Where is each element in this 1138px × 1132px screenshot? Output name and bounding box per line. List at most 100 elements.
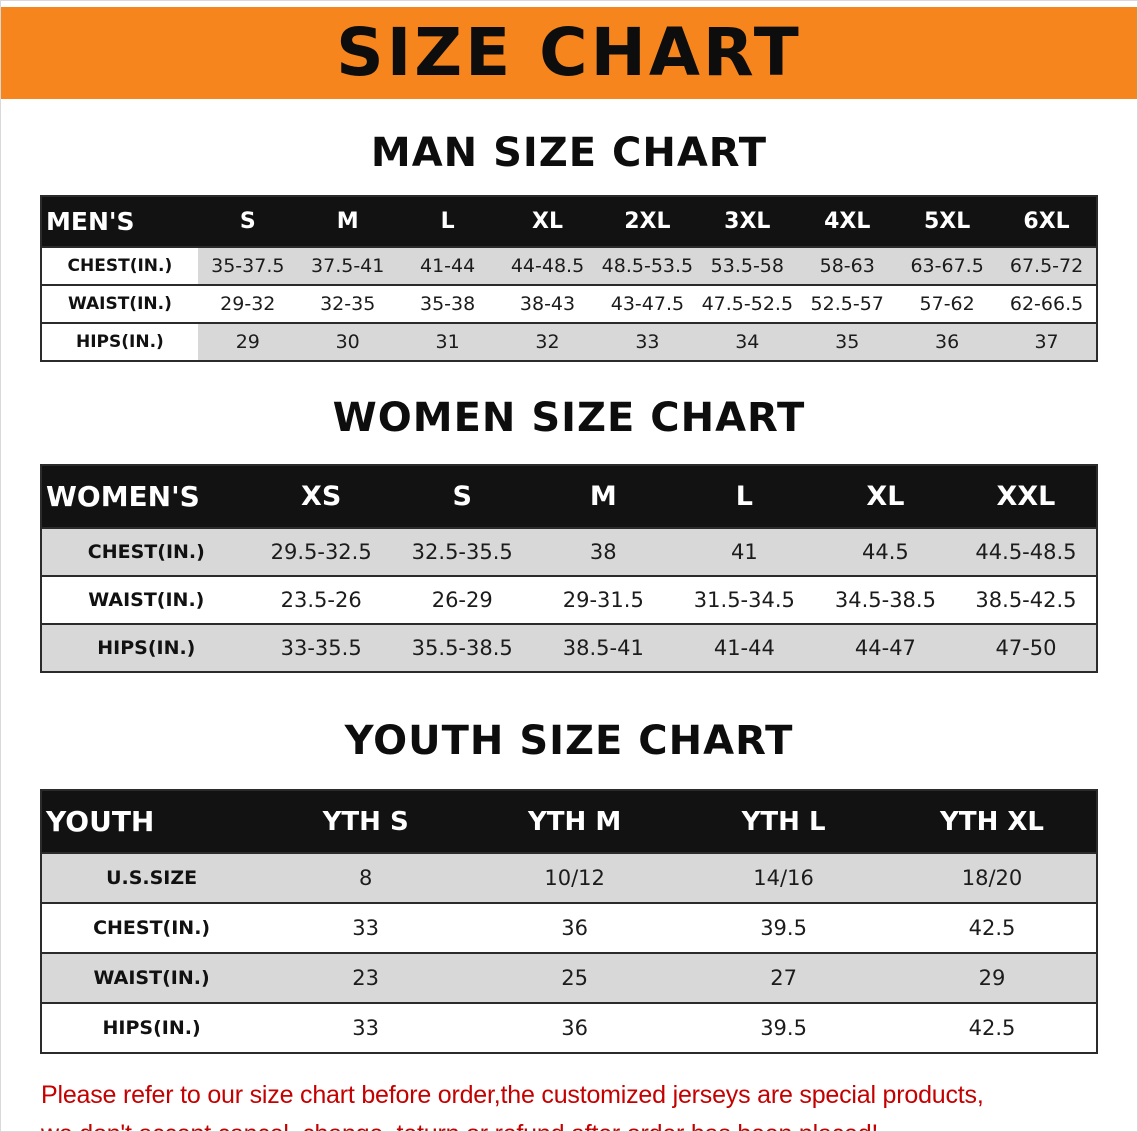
measurement-cell: 29-32 — [197, 284, 298, 323]
size-column-header: 2XL — [597, 196, 698, 247]
measurement-cell: 33-35.5 — [250, 623, 392, 672]
row-label-cell: HIPS(IN.) — [41, 623, 251, 672]
measurement-cell: 33 — [261, 902, 471, 953]
measurement-cell: 37.5-41 — [297, 246, 398, 285]
women-size-section: WOMEN SIZE CHART WOMEN'S XS S M L XL XXL CHEST(… — [1, 396, 1137, 673]
measurement-cell: 27 — [679, 952, 889, 1003]
table-row: CHEST(IN.) 29.5-32.5 32.5-35.5 38 41 44.5 44.5… — [41, 527, 1097, 576]
measurement-cell: 30 — [297, 322, 398, 361]
measurement-cell: 32 — [497, 322, 598, 361]
table-row: HIPS(IN.) 29 30 31 32 33 34 35 36 37 — [41, 322, 1097, 361]
measurement-cell: 39.5 — [679, 1002, 889, 1053]
row-label-cell: WAIST(IN.) — [41, 284, 198, 323]
size-column-header: YTH XL — [888, 790, 1097, 853]
size-column-header: S — [391, 465, 533, 528]
measurement-cell: 44-48.5 — [497, 246, 598, 285]
table-header-row: MEN'S S M L XL 2XL 3XL 4XL 5XL 6XL — [41, 196, 1097, 247]
size-column-header: 6XL — [997, 196, 1097, 247]
measurement-cell: 34.5-38.5 — [814, 575, 956, 624]
measurement-cell: 44.5-48.5 — [955, 527, 1097, 576]
measurement-cell: 67.5-72 — [997, 246, 1097, 285]
measurement-cell: 34 — [697, 322, 798, 361]
measurement-cell: 38 — [532, 527, 674, 576]
measurement-cell: 29-31.5 — [532, 575, 674, 624]
size-column-header: XS — [250, 465, 392, 528]
table-header-row: WOMEN'S XS S M L XL XXL — [41, 465, 1097, 528]
size-column-header: YTH M — [470, 790, 680, 853]
measurement-cell: 38.5-41 — [532, 623, 674, 672]
size-column-header: YTH S — [261, 790, 471, 853]
measurement-cell: 31 — [397, 322, 498, 361]
page-title: SIZE CHART — [336, 14, 802, 91]
size-column-header: 4XL — [797, 196, 898, 247]
table-row: WAIST(IN.) 29-32 32-35 35-38 38-43 43-47.5 47.… — [41, 284, 1097, 323]
measurement-cell: 23 — [261, 952, 471, 1003]
size-column-header: 5XL — [897, 196, 998, 247]
table-row: U.S.SIZE 8 10/12 14/16 18/20 — [41, 852, 1097, 903]
measurement-cell: 42.5 — [888, 902, 1097, 953]
table-row: WAIST(IN.) 23 25 27 29 — [41, 952, 1097, 1003]
table-row: HIPS(IN.) 33-35.5 35.5-38.5 38.5-41 41-44 44-… — [41, 623, 1097, 672]
measurement-cell: 29 — [197, 322, 298, 361]
measurement-cell: 33 — [261, 1002, 471, 1053]
table-row: CHEST(IN.) 33 36 39.5 42.5 — [41, 902, 1097, 953]
measurement-cell: 63-67.5 — [897, 246, 998, 285]
measurement-cell: 18/20 — [888, 852, 1097, 903]
measurement-cell: 57-62 — [897, 284, 998, 323]
measurement-cell: 32-35 — [297, 284, 398, 323]
row-label-cell: WAIST(IN.) — [41, 952, 262, 1003]
men-section-heading: MAN SIZE CHART — [370, 130, 768, 176]
youth-size-section: YOUTH SIZE CHART YOUTH YTH S YTH M YTH L YTH… — [1, 719, 1137, 1054]
measurement-cell: 37 — [997, 322, 1097, 361]
measurement-cell: 33 — [597, 322, 698, 361]
row-label-cell: HIPS(IN.) — [41, 1002, 262, 1053]
measurement-cell: 35-37.5 — [197, 246, 298, 285]
measurement-cell: 29.5-32.5 — [250, 527, 392, 576]
measurement-cell: 41-44 — [673, 623, 815, 672]
disclaimer-line-2: we don't accept cancel, change, teturn o… — [41, 1115, 1137, 1131]
youth-section-heading: YOUTH SIZE CHART — [344, 718, 794, 764]
men-size-table: MEN'S S M L XL 2XL 3XL 4XL 5XL 6XL CHEST(IN.) 35-37… — [40, 195, 1098, 362]
size-column-header: S — [197, 196, 298, 247]
measurement-cell: 44.5 — [814, 527, 956, 576]
measurement-cell: 31.5-34.5 — [673, 575, 815, 624]
measurement-cell: 36 — [470, 1002, 680, 1053]
size-column-header: XXL — [955, 465, 1097, 528]
table-row: CHEST(IN.) 35-37.5 37.5-41 41-44 44-48.5 48.5… — [41, 246, 1097, 285]
measurement-cell: 35 — [797, 322, 898, 361]
measurement-cell: 38.5-42.5 — [955, 575, 1097, 624]
table-title-cell: MEN'S — [41, 196, 198, 247]
row-label-cell: CHEST(IN.) — [41, 246, 198, 285]
measurement-cell: 39.5 — [679, 902, 889, 953]
row-label-cell: HIPS(IN.) — [41, 322, 198, 361]
size-column-header: L — [397, 196, 498, 247]
youth-size-table-container: YOUTH YTH S YTH M YTH L YTH XL U.S.SIZE 8 10/12… — [40, 789, 1098, 1054]
measurement-cell: 36 — [897, 322, 998, 361]
measurement-cell: 53.5-58 — [697, 246, 798, 285]
women-size-table: WOMEN'S XS S M L XL XXL CHEST(IN.) 29.5-32.5 32.5… — [40, 464, 1098, 673]
table-title-cell: YOUTH — [41, 790, 262, 853]
measurement-cell: 42.5 — [888, 1002, 1097, 1053]
size-column-header: XL — [497, 196, 598, 247]
measurement-cell: 52.5-57 — [797, 284, 898, 323]
men-size-section: MAN SIZE CHART MEN'S S M L XL 2XL 3XL 4XL 5XL 6XL… — [1, 131, 1137, 362]
disclaimer-line-1: Please refer to our size chart before or… — [41, 1081, 984, 1109]
measurement-cell: 41-44 — [397, 246, 498, 285]
measurement-cell: 36 — [470, 902, 680, 953]
measurement-cell: 47-50 — [955, 623, 1097, 672]
row-label-cell: WAIST(IN.) — [41, 575, 251, 624]
table-row: WAIST(IN.) 23.5-26 26-29 29-31.5 31.5-34.5 34… — [41, 575, 1097, 624]
size-column-header: XL — [814, 465, 956, 528]
measurement-cell: 43-47.5 — [597, 284, 698, 323]
measurement-cell: 23.5-26 — [250, 575, 392, 624]
size-column-header: M — [532, 465, 674, 528]
measurement-cell: 26-29 — [391, 575, 533, 624]
measurement-cell: 32.5-35.5 — [391, 527, 533, 576]
measurement-cell: 47.5-52.5 — [697, 284, 798, 323]
disclaimer: Please refer to our size chart before or… — [41, 1076, 1137, 1131]
size-column-header: M — [297, 196, 398, 247]
measurement-cell: 14/16 — [679, 852, 889, 903]
women-section-heading: WOMEN SIZE CHART — [332, 395, 806, 441]
measurement-cell: 48.5-53.5 — [597, 246, 698, 285]
